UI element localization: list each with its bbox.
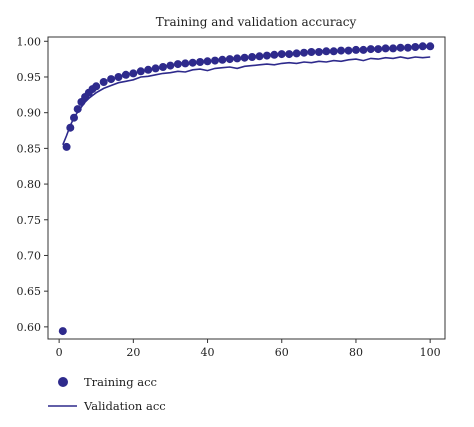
training-acc-point bbox=[240, 53, 249, 62]
training-acc-point bbox=[218, 55, 227, 64]
y-tick-label: 0.65 bbox=[17, 285, 42, 298]
training-acc-point bbox=[322, 47, 331, 56]
training-acc-point bbox=[314, 48, 323, 56]
training-acc-point bbox=[277, 50, 286, 59]
training-acc-point bbox=[411, 43, 420, 51]
training-acc-point bbox=[136, 67, 145, 76]
y-tick-label: 0.70 bbox=[17, 249, 42, 262]
training-acc-point bbox=[233, 54, 242, 63]
training-acc-point bbox=[418, 42, 427, 51]
training-acc-point bbox=[203, 57, 212, 66]
training-acc-point bbox=[92, 82, 101, 91]
y-tick-label: 0.75 bbox=[17, 214, 42, 227]
x-tick-label: 0 bbox=[56, 346, 63, 359]
training-acc-point bbox=[396, 43, 405, 52]
y-axis: 0.60 0.65 0.70 0.75 0.80 0.85 0.90 0.95 1.00 bbox=[17, 35, 48, 334]
training-acc-point bbox=[270, 50, 279, 59]
training-acc-point bbox=[73, 105, 82, 114]
training-acc-point bbox=[292, 49, 301, 58]
legend-label-training: Training acc bbox=[84, 375, 157, 389]
training-acc-point bbox=[159, 63, 167, 71]
y-tick-label: 0.85 bbox=[17, 142, 42, 155]
training-acc-point bbox=[166, 61, 175, 70]
y-tick-label: 0.95 bbox=[17, 71, 42, 84]
x-tick-label: 60 bbox=[275, 346, 289, 359]
training-acc-point bbox=[329, 47, 338, 56]
x-axis: 0 20 40 60 80 100 bbox=[56, 339, 441, 359]
training-acc-point bbox=[426, 42, 435, 51]
training-acc-point bbox=[66, 123, 75, 132]
y-tick-label: 1.00 bbox=[17, 35, 42, 48]
training-acc-point bbox=[366, 45, 375, 54]
training-acc-point bbox=[262, 51, 271, 60]
training-acc-point bbox=[389, 44, 398, 53]
y-tick-label: 0.60 bbox=[17, 321, 42, 334]
training-acc-point bbox=[99, 78, 108, 86]
training-acc-point bbox=[255, 52, 264, 61]
x-tick-label: 20 bbox=[126, 346, 140, 359]
training-acc-point bbox=[107, 75, 116, 84]
training-acc-point bbox=[374, 45, 383, 54]
training-acc-point bbox=[225, 55, 234, 64]
training-acc-point bbox=[403, 43, 412, 52]
training-acc-point bbox=[129, 69, 138, 78]
training-acc-point bbox=[211, 56, 219, 65]
training-acc-point bbox=[300, 48, 308, 57]
training-acc-point bbox=[188, 58, 197, 67]
training-acc-point bbox=[381, 44, 390, 53]
legend: Training acc Validation acc bbox=[48, 375, 166, 413]
training-acc-point bbox=[248, 53, 257, 61]
training-acc-point bbox=[359, 45, 368, 54]
x-tick-label: 80 bbox=[349, 346, 363, 359]
training-acc-point bbox=[196, 58, 205, 66]
chart-title: Training and validation accuracy bbox=[156, 15, 357, 29]
training-acc-points bbox=[58, 42, 435, 336]
training-acc-point bbox=[62, 142, 71, 151]
training-acc-point bbox=[151, 64, 160, 73]
training-acc-point bbox=[307, 48, 316, 56]
training-acc-point bbox=[337, 46, 346, 55]
training-acc-point bbox=[173, 60, 182, 69]
x-tick-label: 100 bbox=[420, 346, 441, 359]
validation-acc-line bbox=[62, 56, 431, 146]
training-acc-point bbox=[114, 73, 123, 81]
y-tick-label: 0.90 bbox=[17, 107, 42, 120]
y-tick-label: 0.80 bbox=[17, 178, 42, 191]
training-acc-point bbox=[352, 45, 360, 54]
training-acc-point bbox=[144, 65, 153, 74]
plot-frame bbox=[47, 36, 446, 340]
training-acc-point bbox=[70, 113, 78, 122]
x-tick-label: 40 bbox=[201, 346, 215, 359]
training-acc-point bbox=[58, 327, 67, 336]
training-acc-point bbox=[285, 50, 294, 59]
training-acc-point bbox=[121, 70, 130, 79]
legend-marker-training bbox=[58, 377, 68, 387]
training-acc-point bbox=[181, 59, 190, 68]
legend-label-validation: Validation acc bbox=[83, 399, 166, 413]
training-acc-point bbox=[344, 46, 353, 55]
